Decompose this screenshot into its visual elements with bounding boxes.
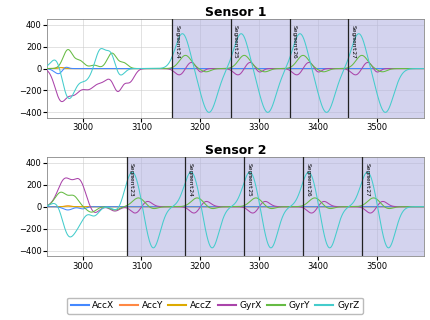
- Text: Segment27: Segment27: [350, 25, 356, 59]
- Text: Segment26: Segment26: [305, 163, 310, 196]
- Text: Segment24: Segment24: [188, 163, 193, 196]
- Title: Sensor 2: Sensor 2: [205, 144, 266, 157]
- Bar: [127, 157, 430, 256]
- Text: Segment25: Segment25: [246, 163, 252, 196]
- Title: Sensor 1: Sensor 1: [205, 6, 266, 19]
- Text: Segment25: Segment25: [233, 25, 238, 59]
- Text: Segment27: Segment27: [364, 163, 369, 196]
- Text: Segment23: Segment23: [129, 163, 134, 196]
- Text: Segment24: Segment24: [174, 25, 179, 59]
- Legend: AccX, AccY, AccZ, GyrX, GyrY, GyrZ: AccX, AccY, AccZ, GyrX, GyrY, GyrZ: [67, 298, 363, 314]
- Bar: [172, 19, 430, 118]
- Text: Segment26: Segment26: [292, 25, 297, 59]
